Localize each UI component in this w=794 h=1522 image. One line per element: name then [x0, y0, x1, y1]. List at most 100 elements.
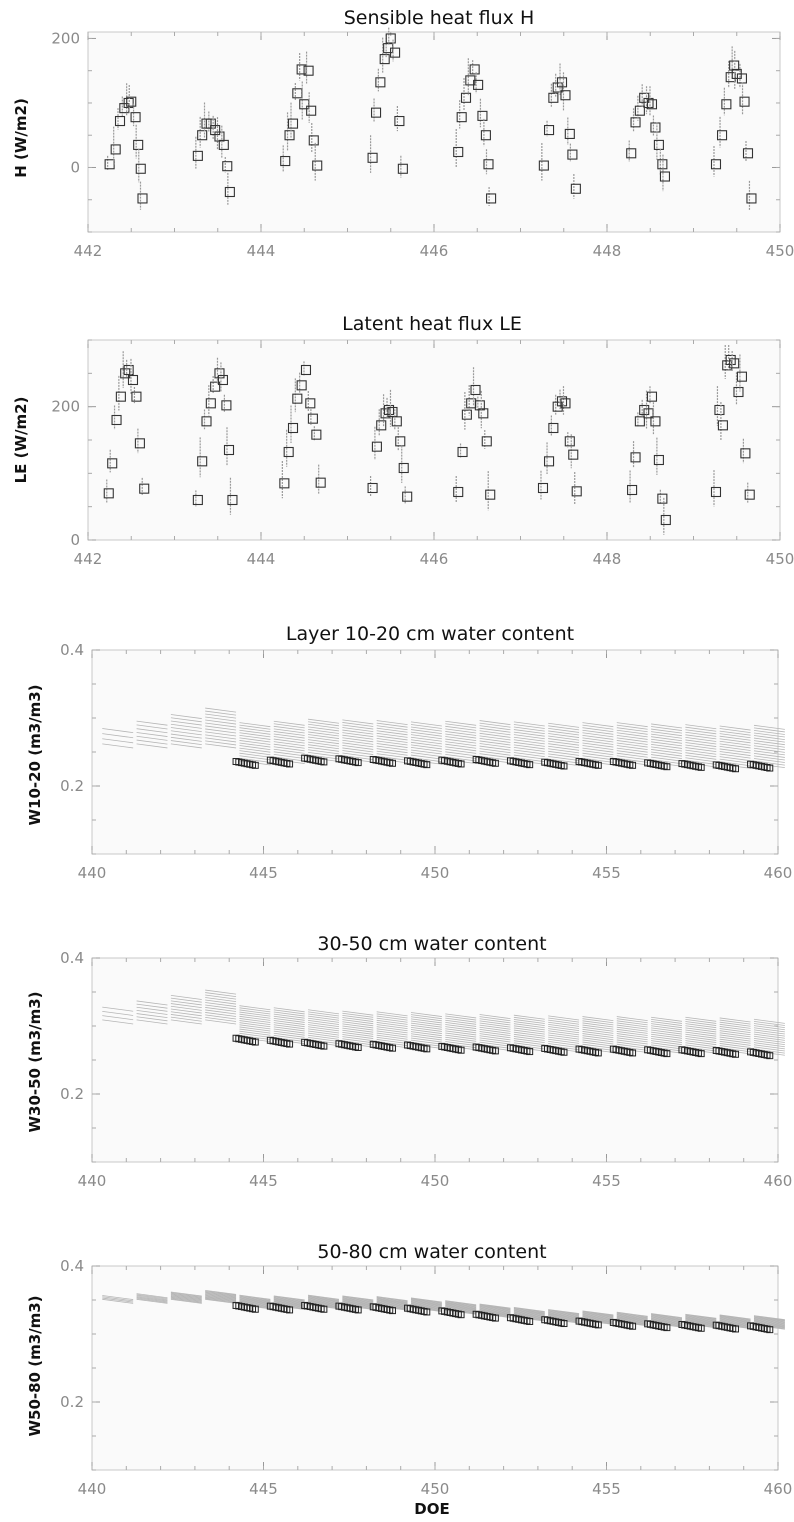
ensemble-member: [170, 1291, 202, 1297]
observation-marker: [380, 408, 391, 419]
ensemble-member: [685, 1314, 717, 1320]
ensemble-member: [651, 749, 683, 754]
ensemble-member: [239, 1015, 271, 1021]
ensemble-member: [205, 1292, 237, 1298]
observation-marker: [564, 436, 575, 447]
observation-marker: [367, 482, 378, 494]
observation-marker: [306, 105, 317, 116]
ensemble-member: [445, 736, 477, 742]
ensemble-member: [479, 1035, 511, 1041]
observation-marker: [320, 758, 328, 766]
ensemble-member: [342, 1300, 374, 1306]
observation-marker: [457, 760, 465, 768]
ensemble-member: [239, 1032, 271, 1038]
ensemble-member: [239, 1300, 271, 1306]
ensemble-member: [651, 1313, 683, 1319]
ensemble-member: [479, 1304, 511, 1310]
ensemble-member: [685, 1025, 717, 1031]
ensemble-member: [616, 1037, 648, 1043]
x-tick-label: 445: [249, 1480, 278, 1498]
ensemble-member: [136, 728, 168, 734]
ensemble-member: [445, 753, 477, 759]
observation-marker: [766, 1326, 774, 1334]
ensemble-member: [376, 1299, 408, 1305]
ensemble-member: [342, 1010, 374, 1016]
ensemble-member: [479, 1041, 511, 1047]
ensemble-member: [582, 1311, 614, 1316]
ensemble-member: [685, 1038, 717, 1043]
ensemble-member: [582, 747, 614, 753]
ensemble-member: [753, 747, 785, 753]
y-tick-label: 0: [70, 531, 80, 549]
ensemble-member: [616, 1024, 648, 1030]
ensemble-member: [273, 1022, 305, 1028]
observation-marker: [739, 96, 750, 107]
ensemble-member: [308, 1024, 340, 1030]
ensemble-member: [170, 1008, 202, 1014]
ensemble-member: [616, 740, 648, 745]
observation-marker: [473, 79, 484, 90]
ensemble-member: [410, 1018, 442, 1024]
ensemble-member: [651, 741, 683, 747]
observation-marker: [251, 1305, 259, 1313]
ensemble-member: [513, 1307, 545, 1312]
observation-marker: [305, 398, 316, 409]
ensemble-member: [582, 1314, 614, 1320]
ensemble-member: [753, 760, 785, 766]
observation-marker: [659, 171, 671, 182]
ensemble-member: [239, 747, 271, 753]
ensemble-member: [410, 726, 442, 732]
ensemble-member: [685, 1021, 717, 1026]
ensemble-member: [376, 1299, 408, 1305]
ensemble-member: [410, 1012, 442, 1017]
ensemble-member: [513, 1019, 545, 1024]
x-tick-label: 455: [592, 1480, 621, 1498]
ensemble-member: [239, 1013, 271, 1019]
observation-marker: [461, 409, 472, 420]
ensemble-member: [651, 1042, 683, 1048]
ensemble-member: [273, 748, 305, 754]
ensemble-member: [376, 753, 408, 759]
observation-marker: [543, 125, 555, 136]
ensemble-member: [376, 722, 408, 728]
ensemble-member: [410, 1031, 442, 1037]
ensemble-member: [753, 758, 785, 763]
ensemble-member: [719, 748, 751, 754]
axis-ticks: 442 444 446 448 450 0 200: [51, 29, 794, 260]
ensemble-member: [548, 1313, 580, 1319]
ensemble-member: [170, 733, 202, 739]
observation-marker: [634, 105, 645, 116]
ensemble-member: [719, 1318, 751, 1324]
ensemble-member: [308, 754, 340, 760]
ensemble-member: [376, 1296, 408, 1302]
ensemble-member: [342, 1298, 374, 1303]
ensemble-member: [273, 1013, 305, 1019]
observation-marker: [379, 54, 390, 65]
ensemble-member: [479, 1022, 511, 1028]
ensemble-member: [308, 1030, 340, 1036]
observation-marker: [556, 396, 568, 407]
observation-marker: [139, 483, 150, 494]
ensemble-member: [513, 1027, 545, 1033]
ensemble-member: [651, 1316, 683, 1322]
observation-marker: [629, 761, 637, 769]
ensemble-member: [651, 1313, 683, 1319]
ensemble-member: [273, 720, 305, 726]
ensemble-member: [651, 751, 683, 757]
observation-marker: [286, 1306, 294, 1314]
observation-marker: [402, 491, 413, 502]
ensemble-member: [205, 1296, 237, 1302]
ensemble-member: [376, 743, 408, 748]
ensemble-member: [513, 1014, 545, 1020]
ensemble-member: [685, 1033, 717, 1039]
ensemble-member: [548, 1026, 580, 1031]
plot-area: [87, 339, 781, 541]
ensemble-member: [616, 1313, 648, 1319]
ensemble-member: [445, 1019, 477, 1025]
ensemble-member: [719, 1320, 751, 1326]
ensemble-member: [719, 1321, 751, 1327]
ensemble-member: [753, 727, 785, 733]
observation-marker: [560, 90, 571, 101]
ensemble-member: [582, 1043, 614, 1049]
observation-marker: [224, 186, 235, 198]
